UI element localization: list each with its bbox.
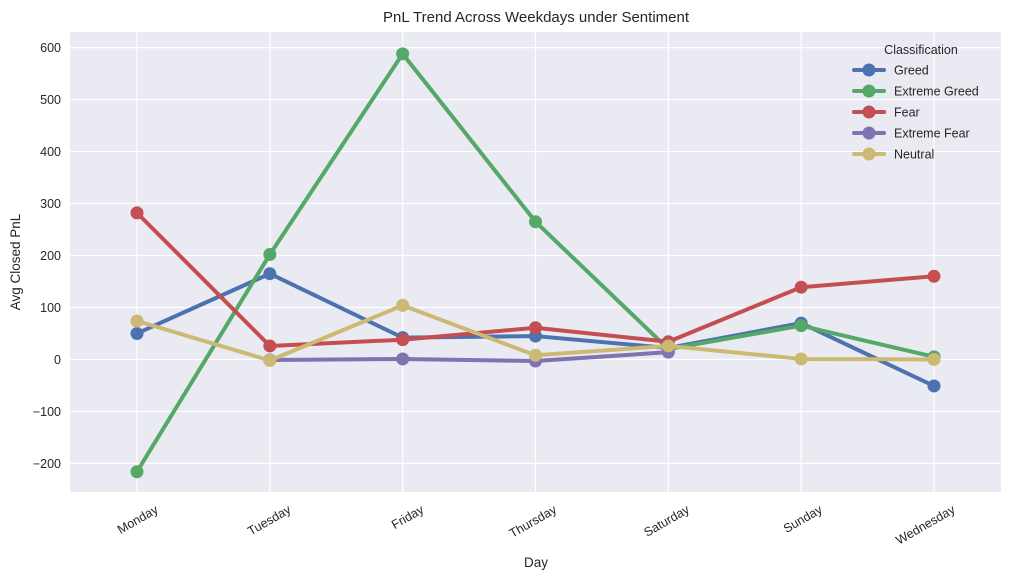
y-tick-label: 300: [40, 197, 61, 211]
y-tick-label: 100: [40, 301, 61, 315]
legend-marker: [862, 105, 876, 119]
x-tick-label: Sunday: [781, 502, 825, 536]
data-point: [529, 321, 542, 335]
x-tick-labels: Monday Tuesday Friday Thursday Saturday Sunda…: [115, 502, 958, 547]
y-tick-label: 500: [40, 93, 61, 107]
y-tick-label: 400: [40, 145, 61, 159]
chart-title: PnL Trend Across Weekdays under Sentimen…: [383, 9, 690, 26]
series-group: [130, 47, 941, 479]
data-point: [927, 379, 941, 393]
legend: Classification Greed Extreme Greed Fear Ext…: [852, 43, 979, 162]
data-point: [396, 298, 410, 312]
data-point: [396, 333, 410, 347]
legend-item: Neutral: [852, 147, 934, 162]
legend-label: Fear: [894, 106, 920, 120]
x-tick-label: Wednesday: [894, 502, 959, 547]
legend-title: Classification: [884, 43, 958, 57]
data-point: [263, 339, 277, 353]
data-point: [130, 206, 144, 220]
data-point: [927, 352, 941, 366]
data-point: [130, 465, 144, 479]
series-line: [267, 350, 671, 364]
x-tick-label: Tuesday: [245, 502, 294, 538]
y-tick-label: −200: [33, 457, 61, 471]
data-point: [794, 280, 808, 294]
x-tick-label: Monday: [115, 502, 161, 537]
data-point: [263, 267, 277, 281]
legend-item: Extreme Fear: [852, 126, 970, 141]
legend-item: Fear: [852, 105, 920, 120]
data-point: [263, 247, 277, 261]
data-point: [130, 314, 144, 328]
y-tick-label: 0: [54, 353, 61, 367]
y-tick-label: −100: [33, 405, 61, 419]
legend-label: Greed: [894, 64, 929, 78]
data-point: [529, 348, 542, 362]
legend-marker: [862, 126, 876, 140]
data-point: [263, 353, 277, 367]
data-point: [794, 352, 808, 366]
x-tick-label: Thursday: [507, 502, 560, 541]
y-tick-labels: −200 −100 0 100 200 300 400 500 600: [33, 41, 61, 471]
y-tick-label: 600: [40, 41, 61, 55]
data-point: [794, 319, 808, 333]
series-neutral: [130, 298, 941, 367]
data-point: [927, 269, 941, 283]
data-point: [529, 215, 542, 229]
legend-item: Extreme Greed: [852, 84, 979, 99]
data-point: [396, 352, 410, 366]
y-axis-label: Avg Closed PnL: [8, 213, 23, 310]
x-tick-label: Saturday: [642, 502, 693, 540]
y-tick-label: 200: [40, 249, 61, 263]
legend-label: Extreme Fear: [894, 127, 970, 141]
legend-marker: [862, 84, 876, 98]
legend-marker: [862, 63, 876, 77]
series-fear: [130, 206, 941, 353]
x-tick-label: Friday: [389, 502, 427, 532]
data-point: [396, 47, 410, 61]
legend-label: Extreme Greed: [894, 85, 979, 99]
x-axis-label: Day: [524, 555, 548, 570]
legend-item: Greed: [852, 63, 929, 78]
data-point: [130, 326, 144, 340]
legend-marker: [862, 147, 876, 161]
data-point: [661, 339, 675, 353]
legend-label: Neutral: [894, 148, 934, 162]
